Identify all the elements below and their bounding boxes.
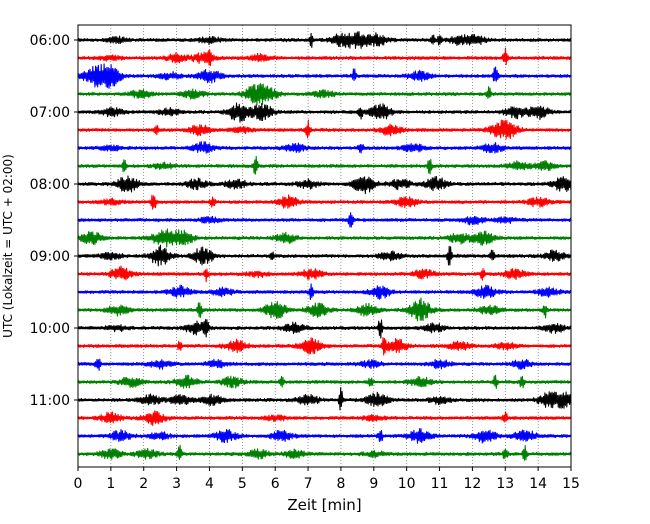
x-axis-label: Zeit [min] bbox=[287, 496, 361, 514]
y-tick-label: 09:00 bbox=[30, 249, 70, 265]
x-tick-label: 0 bbox=[74, 476, 83, 492]
x-axis-ticks: 0 1 2 3 4 5 6 7 8 9 10 11 12 13 14 15 bbox=[74, 467, 580, 492]
x-tick-label: 14 bbox=[529, 476, 547, 492]
plot-frame bbox=[77, 24, 572, 468]
x-tick-label: 11 bbox=[431, 476, 449, 492]
y-tick-label: 10:00 bbox=[30, 321, 70, 337]
x-tick-label: 2 bbox=[139, 476, 148, 492]
trace-1100 bbox=[77, 387, 572, 411]
x-tick-label: 3 bbox=[172, 476, 181, 492]
trace-0615 bbox=[77, 47, 572, 67]
trace-1145 bbox=[77, 444, 572, 461]
y-axis-label: UTC (Lokalzeit = UTC + 02:00) bbox=[1, 154, 15, 338]
x-tick-label: 12 bbox=[463, 476, 481, 492]
x-tick-label: 13 bbox=[496, 476, 514, 492]
y-tick-label: 06:00 bbox=[30, 33, 70, 49]
x-tick-label: 5 bbox=[238, 476, 247, 492]
x-tick-label: 1 bbox=[106, 476, 115, 492]
x-tick-label: 10 bbox=[398, 476, 416, 492]
y-tick-label: 07:00 bbox=[30, 105, 70, 121]
x-tick-label: 4 bbox=[205, 476, 214, 492]
x-tick-label: 15 bbox=[562, 476, 580, 492]
x-tick-label: 8 bbox=[336, 476, 345, 492]
y-tick-label: 11:00 bbox=[30, 393, 70, 409]
x-tick-label: 6 bbox=[271, 476, 280, 492]
y-tick-label: 08:00 bbox=[30, 177, 70, 193]
y-axis-ticks: 06:00 07:00 08:00 09:00 10:00 11:00 bbox=[30, 33, 78, 409]
seismogram-traces bbox=[77, 31, 572, 461]
x-tick-label: 7 bbox=[304, 476, 313, 492]
x-tick-label: 9 bbox=[369, 476, 378, 492]
